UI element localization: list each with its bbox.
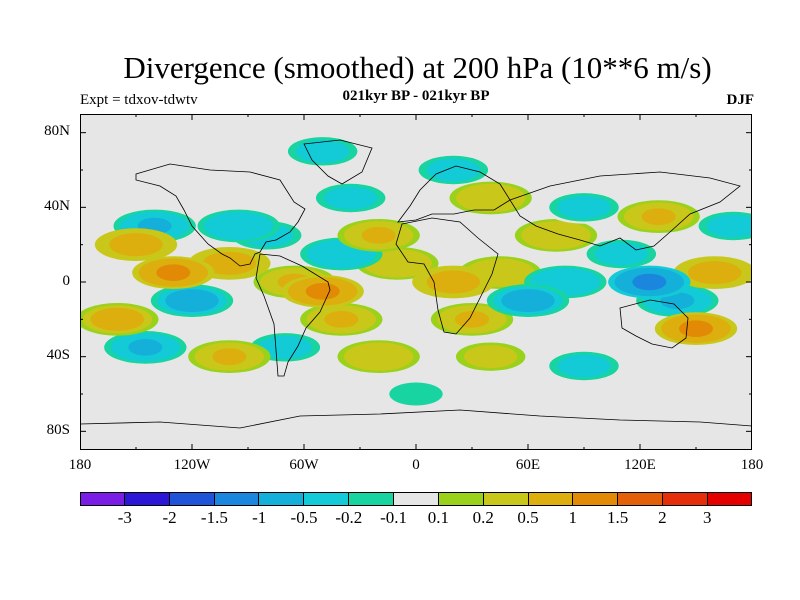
divergence-cell bbox=[128, 339, 163, 356]
colorbar-swatch bbox=[528, 492, 574, 506]
colorbar-label: -3 bbox=[117, 508, 132, 527]
divergence-cell bbox=[380, 255, 415, 272]
colorbar-swatch bbox=[349, 492, 395, 506]
divergence-cell bbox=[361, 227, 396, 244]
asia-coast bbox=[509, 171, 741, 251]
divergence-cell bbox=[118, 236, 154, 253]
divergence-cell bbox=[604, 245, 639, 263]
colorbar-label: -0.5 bbox=[290, 508, 318, 527]
colorbar-swatch bbox=[573, 492, 619, 506]
greenland-coast bbox=[303, 139, 373, 185]
divergence-cell bbox=[212, 255, 247, 272]
south-america-coast bbox=[255, 253, 331, 377]
divergence-cell bbox=[641, 208, 676, 225]
divergence-cell bbox=[156, 264, 191, 281]
colorbar-label: -1 bbox=[252, 508, 267, 527]
x-tick-label-60w: 60W bbox=[289, 457, 319, 473]
colorbar-swatch bbox=[304, 492, 350, 506]
antarctica-coast bbox=[80, 409, 752, 429]
colorbar-swatch bbox=[394, 492, 439, 506]
divergence-field bbox=[80, 137, 752, 409]
colorbar-swatch bbox=[618, 492, 664, 506]
divergence-cell bbox=[333, 189, 368, 207]
coastlines bbox=[80, 139, 752, 429]
divergence-cell bbox=[454, 311, 490, 328]
colorbar bbox=[80, 492, 752, 506]
divergence-cell bbox=[221, 217, 256, 235]
experiment-label: Expt = tdxov-tdwtv bbox=[80, 92, 198, 108]
x-tick-label-0: 0 bbox=[412, 457, 420, 473]
colorbar-label: 0.2 bbox=[472, 508, 494, 527]
colorbar-swatch bbox=[80, 492, 125, 506]
divergence-cell bbox=[305, 283, 340, 300]
australia-coast bbox=[619, 299, 689, 349]
africa-coast bbox=[395, 217, 499, 335]
europe-coast bbox=[397, 165, 511, 223]
colorbar-swatch bbox=[708, 492, 752, 506]
divergence-map bbox=[80, 114, 752, 450]
colorbar-swatch bbox=[169, 492, 215, 506]
colorbar-swatch bbox=[438, 492, 484, 506]
divergence-cell bbox=[716, 217, 751, 235]
chart-subtitle: 021kyr BP - 021kyr BP bbox=[342, 88, 490, 104]
map-panel bbox=[80, 114, 752, 450]
colorbar-swatch bbox=[259, 492, 305, 506]
colorbar-label: 0.5 bbox=[517, 508, 539, 527]
divergence-cell bbox=[632, 273, 667, 291]
divergence-cell bbox=[212, 348, 247, 365]
divergence-cell bbox=[660, 292, 695, 309]
colorbar-label: -0.2 bbox=[335, 508, 363, 527]
x-tick-label-180w: 180 bbox=[68, 457, 92, 473]
season-label: DJF bbox=[726, 92, 755, 108]
divergence-cell bbox=[324, 245, 359, 263]
axis-ticks bbox=[80, 114, 752, 450]
x-tick-label-120e: 120E bbox=[624, 457, 656, 473]
divergence-cell bbox=[436, 273, 471, 291]
y-tick-label-40n: 40N bbox=[44, 198, 70, 214]
divergence-cell bbox=[548, 273, 583, 291]
y-tick-label-80n: 80N bbox=[44, 123, 70, 139]
colorbar-swatch bbox=[214, 492, 260, 506]
divergence-cell bbox=[324, 311, 359, 328]
divergence-cell bbox=[361, 348, 396, 365]
colorbar-swatch bbox=[663, 492, 709, 506]
divergence-cell bbox=[268, 339, 303, 356]
colorbar-swatch bbox=[124, 492, 170, 506]
divergence-cell bbox=[566, 199, 602, 216]
divergence-cell bbox=[678, 320, 714, 337]
divergence-cell bbox=[566, 357, 602, 375]
divergence-cell bbox=[436, 161, 471, 179]
divergence-cell bbox=[398, 385, 434, 403]
colorbar-label: -0.1 bbox=[380, 508, 408, 527]
divergence-cell bbox=[473, 189, 508, 207]
colorbar-label: -1.5 bbox=[200, 508, 228, 527]
divergence-cell bbox=[538, 227, 574, 244]
y-tick-label-0: 0 bbox=[62, 273, 71, 289]
y-tick-label-40s: 40S bbox=[46, 347, 70, 363]
colorbar-swatch bbox=[483, 492, 529, 506]
divergence-cell bbox=[510, 292, 546, 309]
colorbar-label: 0.1 bbox=[427, 508, 450, 527]
divergence-cell bbox=[174, 292, 210, 309]
divergence-cell bbox=[473, 348, 508, 365]
colorbar-label: 1.5 bbox=[606, 508, 629, 527]
x-tick-label-120w: 120W bbox=[173, 457, 211, 473]
divergence-cell bbox=[100, 311, 135, 328]
divergence-cell bbox=[305, 143, 340, 160]
north-america-coast bbox=[135, 163, 306, 267]
colorbar-label: 1 bbox=[568, 508, 578, 527]
colorbar-label: 3 bbox=[702, 508, 712, 527]
y-tick-label-80s: 80S bbox=[46, 422, 70, 438]
colorbar-label: 2 bbox=[658, 508, 667, 527]
x-tick-label-180e: 180 bbox=[740, 457, 764, 473]
chart-title: Divergence (smoothed) at 200 hPa (10**6 … bbox=[123, 50, 712, 85]
colorbar-label: -2 bbox=[162, 508, 177, 527]
x-tick-label-60e: 60E bbox=[515, 457, 541, 473]
divergence-cell bbox=[697, 264, 732, 281]
